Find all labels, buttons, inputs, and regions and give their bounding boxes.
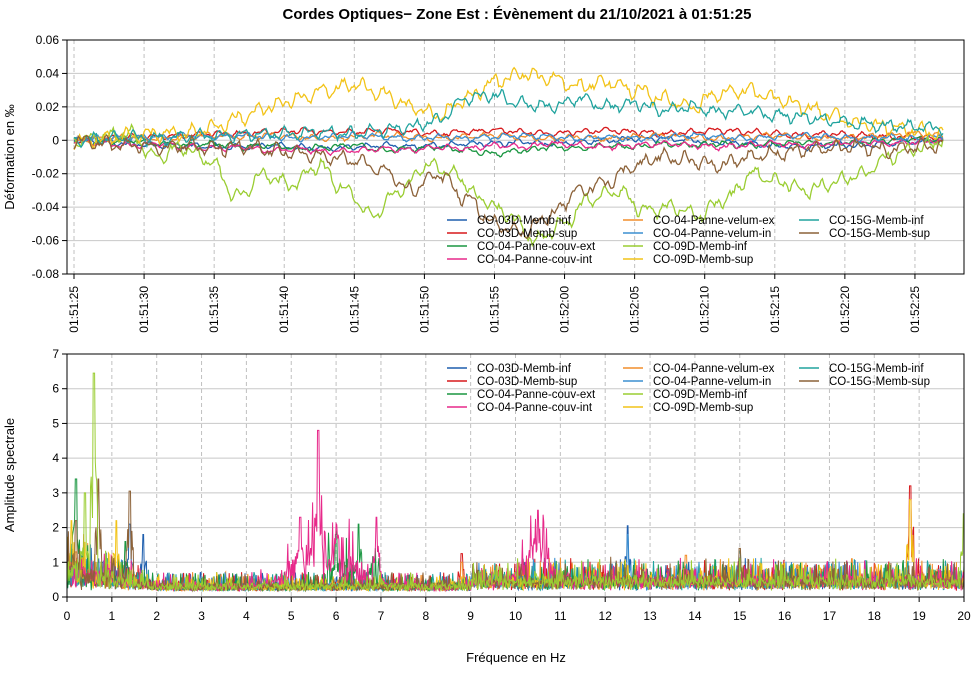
bottom-x-tick-label: 18 — [868, 609, 882, 623]
chart-title: Cordes Optiques− Zone Est : Évènement du… — [283, 6, 752, 23]
bottom-x-tick-label: 2 — [153, 609, 160, 623]
bottom-y-tick-label: 5 — [52, 416, 59, 430]
top-x-tick-label: 01:52:15 — [768, 286, 782, 333]
bottom-x-tick-label: 19 — [912, 609, 926, 623]
legend-label: CO-03D-Memb-sup — [477, 228, 577, 240]
top-x-tick-label: 01:52:00 — [558, 286, 572, 333]
bottom-x-tick-label: 3 — [198, 609, 205, 623]
legend-label: CO-04-Panne-velum-in — [653, 376, 771, 388]
top-series-line-8 — [73, 88, 944, 149]
bottom-x-tick-label: 7 — [378, 609, 385, 623]
top-x-tick-label: 01:51:40 — [277, 286, 291, 333]
top-x-tick-label: 01:52:25 — [908, 286, 922, 333]
bottom-x-tick-label: 13 — [643, 609, 657, 623]
top-y-tick-label: -0.04 — [32, 200, 60, 214]
legend-label: CO-09D-Memb-sup — [653, 254, 753, 266]
top-series-lines — [73, 66, 944, 248]
top-series-line-9 — [73, 133, 944, 240]
bottom-x-tick-label: 8 — [422, 609, 429, 623]
legend-label: CO-04-Panne-velum-ex — [653, 215, 775, 227]
bottom-x-axis-label: Fréquence en Hz — [466, 650, 566, 665]
top-panel: -0.08 -0.06 -0.04 -0.02 0 0.02 0.04 0.06 01:51:2… — [2, 33, 965, 333]
top-y-tick-label: 0 — [52, 133, 59, 147]
top-y-tick-label: -0.02 — [32, 167, 60, 181]
top-x-tick-label: 01:51:30 — [137, 286, 151, 333]
bottom-x-tick-label: 0 — [64, 609, 71, 623]
top-x-tick-label: 01:52:05 — [628, 286, 642, 333]
top-plot-frame — [66, 39, 965, 275]
bottom-y-tick-label: 7 — [52, 347, 59, 361]
bottom-y-tick-label: 1 — [52, 555, 59, 569]
bottom-x-tick-label: 4 — [243, 609, 250, 623]
bottom-series-line-6 — [66, 372, 964, 593]
bottom-x-tick-label: 5 — [288, 609, 295, 623]
bottom-x-tick-label: 6 — [333, 609, 340, 623]
legend-label: CO-09D-Memb-sup — [653, 402, 753, 414]
top-series-line-6 — [73, 123, 944, 248]
legend-label: CO-04-Panne-couv-ext — [477, 241, 596, 253]
top-x-tick-label: 01:51:25 — [67, 286, 81, 333]
bottom-x-tick-label: 9 — [467, 609, 474, 623]
bottom-series-lines — [66, 372, 965, 593]
bottom-y-tick-label: 0 — [52, 590, 59, 604]
bottom-y-axis-label: Amplitude spectrale — [2, 418, 17, 532]
bottom-y-tick-label: 2 — [52, 521, 59, 535]
legend-label: CO-03D-Memb-inf — [477, 363, 572, 375]
legend-label: CO-15G-Memb-inf — [829, 215, 924, 227]
bottom-x-tick-label: 10 — [509, 609, 523, 623]
top-series-line-5 — [73, 131, 944, 144]
top-series-line-7 — [73, 66, 944, 150]
legend-label: CO-04-Panne-couv-ext — [477, 389, 596, 401]
bottom-x-tick-label: 15 — [733, 609, 747, 623]
bottom-x-tick-label: 12 — [599, 609, 613, 623]
legend-label: CO-03D-Memb-sup — [477, 376, 577, 388]
top-y-tick-label: 0.06 — [36, 33, 60, 47]
legend-label: CO-04-Panne-couv-int — [477, 402, 593, 414]
top-y-tick-label: -0.06 — [32, 234, 60, 248]
legend-label: CO-09D-Memb-inf — [653, 241, 748, 253]
top-x-tick-label: 01:51:35 — [207, 286, 221, 333]
bottom-x-tick-label: 17 — [823, 609, 837, 623]
bottom-x-tick-label: 11 — [554, 609, 567, 623]
top-series-line-2 — [73, 135, 944, 158]
top-y-tick-label: 0.04 — [36, 66, 60, 80]
top-x-tick-label: 01:51:50 — [417, 286, 431, 333]
top-x-tick-label: 01:52:10 — [698, 286, 712, 333]
top-series-line-1 — [73, 126, 944, 144]
bottom-y-tick-label: 6 — [52, 382, 59, 396]
legend-label: CO-15G-Memb-sup — [829, 376, 930, 388]
legend-label: CO-04-Panne-velum-ex — [653, 363, 775, 375]
top-y-axis-label: Déformation en ‰ — [2, 104, 17, 210]
top-axis-ticks: -0.08 -0.06 -0.04 -0.02 0 0.02 0.04 0.06 01:51:2… — [32, 33, 922, 333]
bottom-legend: CO-03D-Memb-infCO-03D-Memb-supCO-04-Pann… — [447, 363, 930, 414]
top-x-tick-label: 01:52:20 — [838, 286, 852, 333]
bottom-x-tick-label: 1 — [109, 609, 116, 623]
legend-label: CO-15G-Memb-sup — [829, 228, 930, 240]
top-y-tick-label: -0.08 — [32, 267, 60, 281]
legend-label: CO-04-Panne-couv-int — [477, 254, 593, 266]
bottom-series-line-9 — [66, 478, 965, 593]
bottom-y-tick-label: 3 — [52, 486, 59, 500]
legend-label: CO-09D-Memb-inf — [653, 389, 748, 401]
bottom-y-tick-label: 4 — [52, 451, 59, 465]
bottom-x-tick-label: 16 — [778, 609, 792, 623]
legend-label: CO-04-Panne-velum-in — [653, 228, 771, 240]
top-y-tick-label: 0.02 — [36, 100, 60, 114]
top-x-tick-label: 01:51:45 — [347, 286, 361, 333]
top-legend: CO-03D-Memb-infCO-03D-Memb-supCO-04-Pann… — [447, 215, 930, 266]
bottom-x-tick-label: 20 — [957, 609, 971, 623]
top-x-tick-label: 01:51:55 — [487, 286, 501, 333]
legend-label: CO-03D-Memb-inf — [477, 215, 572, 227]
legend-label: CO-15G-Memb-inf — [829, 363, 924, 375]
bottom-x-tick-label: 14 — [688, 609, 702, 623]
